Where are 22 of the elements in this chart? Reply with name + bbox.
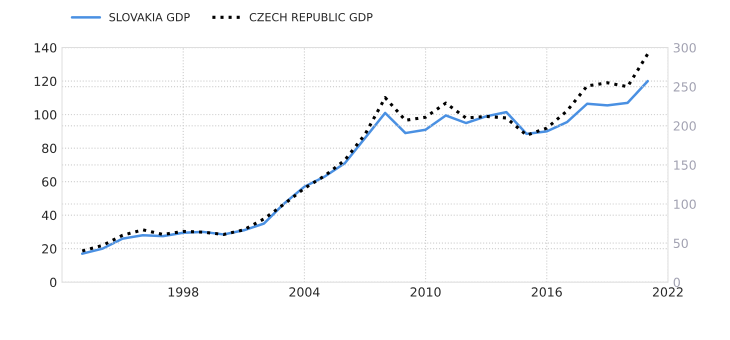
legend-label: CZECH REPUBLIC GDP — [250, 12, 373, 22]
y-tick-label: 0 — [50, 278, 56, 288]
y2-tick-label: 0 — [674, 278, 680, 288]
y2-tick-label: 200 — [674, 121, 696, 131]
y2-tick-label: 300 — [674, 43, 696, 53]
y2-tick-label: 150 — [674, 160, 696, 170]
y-tick-label: 140 — [34, 43, 56, 53]
x-tick-label: 2010 — [410, 287, 441, 297]
y-tick-label: 80 — [42, 144, 56, 154]
x-tick-label: 2016 — [532, 287, 562, 297]
x-tick-label: 1998 — [168, 287, 198, 297]
x-tick-label: 2022 — [652, 287, 683, 297]
y-tick-label: 20 — [42, 244, 56, 254]
y-tick-label: 60 — [42, 177, 56, 187]
y-tick-label: 40 — [42, 210, 56, 220]
y-tick-label: 100 — [34, 110, 56, 120]
legend-label: SLOVAKIA GDP — [109, 12, 190, 22]
y2-tick-label: 250 — [674, 82, 696, 92]
y2-tick-label: 50 — [674, 238, 688, 248]
y2-tick-label: 100 — [674, 199, 696, 209]
x-tick-label: 2004 — [289, 287, 320, 297]
y-tick-label: 120 — [34, 76, 56, 86]
